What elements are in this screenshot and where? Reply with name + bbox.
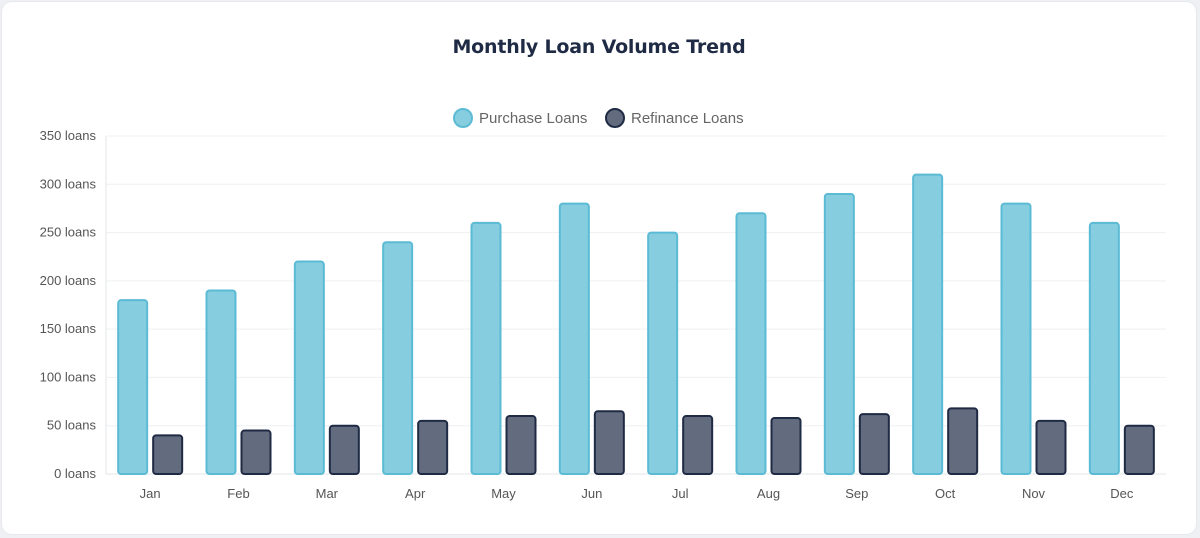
bar-refinance (682, 415, 714, 475)
y-tick-label: 300 loans (40, 176, 97, 191)
y-tick-label: 200 loans (40, 273, 97, 288)
legend-swatch (605, 108, 625, 128)
legend-label: Refinance Loans (631, 110, 744, 127)
y-tick-label: 0 loans (54, 466, 96, 481)
bar-purchase (912, 173, 944, 475)
x-tick-label: Nov (1022, 486, 1046, 501)
bar-refinance (770, 416, 802, 476)
x-tick-label: Jun (581, 486, 602, 501)
x-tick-label: May (491, 486, 516, 501)
bar-refinance (858, 413, 890, 475)
bar-purchase (647, 231, 679, 475)
bar-purchase (823, 192, 855, 475)
x-tick-label: Jan (140, 486, 161, 501)
legend-label: Purchase Loans (479, 110, 587, 127)
y-tick-label: 250 loans (40, 225, 97, 240)
legend-swatch (453, 108, 473, 128)
bar-purchase (1088, 221, 1120, 475)
x-tick-label: Sep (845, 486, 868, 501)
bar-refinance (1123, 424, 1155, 476)
y-tick-label: 350 loans (40, 128, 97, 143)
bar-purchase (382, 241, 414, 475)
bar-purchase (293, 260, 325, 475)
bar-purchase (205, 289, 237, 475)
bar-refinance (240, 429, 272, 475)
x-tick-label: Mar (316, 486, 339, 501)
x-tick-label: Jul (672, 486, 689, 501)
x-tick-label: Apr (405, 486, 426, 501)
x-tick-label: Dec (1110, 486, 1134, 501)
bar-refinance (1035, 419, 1067, 475)
y-tick-label: 150 loans (40, 321, 97, 336)
bar-refinance (505, 415, 537, 475)
bar-purchase (117, 299, 149, 475)
x-tick-label: Aug (757, 486, 780, 501)
bar-refinance (152, 434, 184, 475)
y-tick-label: 100 loans (40, 369, 97, 384)
bar-refinance (593, 410, 625, 476)
x-tick-label: Oct (935, 486, 956, 501)
bar-refinance (417, 419, 449, 475)
bar-purchase (558, 202, 590, 475)
chart-title: Monthly Loan Volume Trend (452, 36, 746, 58)
bar-purchase (470, 221, 502, 475)
bar-refinance (328, 424, 360, 476)
bar-purchase (735, 212, 767, 475)
x-tick-label: Feb (227, 486, 249, 501)
bar-refinance (947, 407, 979, 475)
bar-purchase (1000, 202, 1032, 475)
y-tick-label: 50 loans (47, 418, 97, 433)
